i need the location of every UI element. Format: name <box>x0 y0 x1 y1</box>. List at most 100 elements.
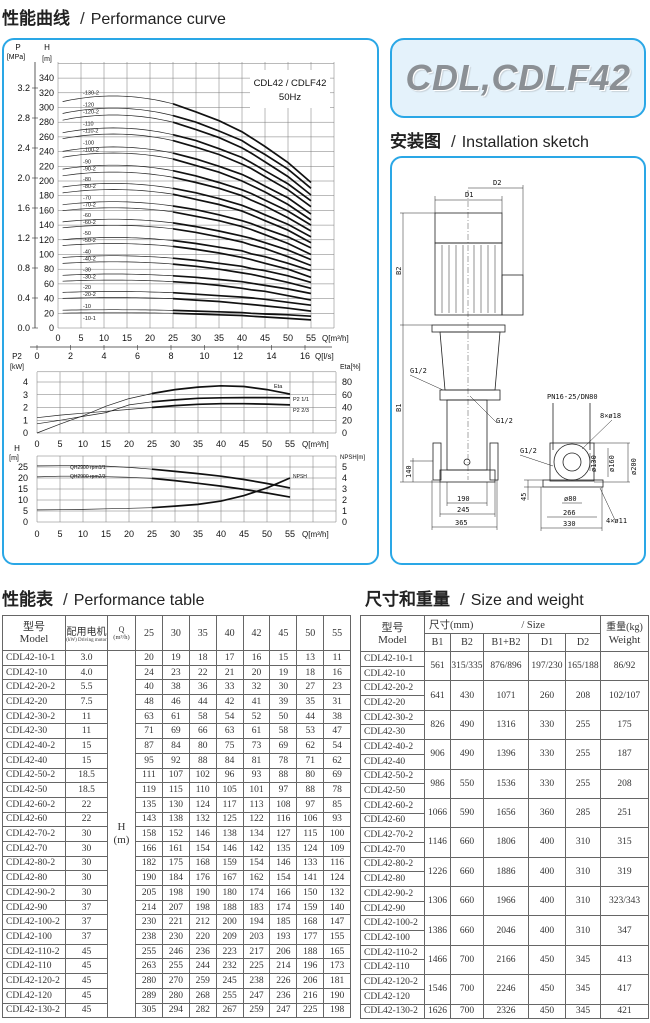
cell-head: 190 <box>188 885 217 901</box>
table-row: CDL42-20-2 5.5 40 38 36 33 32 30 27 23 <box>2 679 352 696</box>
table-row: CDL42-120-2 45 280 270 259 245 238 226 206 181 <box>2 973 352 989</box>
cell-head: 173 <box>323 958 352 975</box>
cell-dimension: 345 <box>564 944 602 976</box>
motor-fins <box>441 245 496 313</box>
x2-tick-label: 16 <box>300 351 310 361</box>
cell-model: CDL42-90-2 <box>2 885 66 901</box>
cell-motor: 15 <box>65 752 108 769</box>
y-tick-label: 300 <box>39 103 54 113</box>
cell-dimension: 2046 <box>483 915 529 946</box>
y-axis-label: H <box>44 43 50 52</box>
cell-head: 214 <box>269 958 298 975</box>
cell-head: 225 <box>242 958 271 975</box>
cell-head: 100 <box>323 826 352 842</box>
x2-tick-label: 10 <box>199 351 209 361</box>
cell-head: 18 <box>296 664 325 681</box>
x-axis-label: Q[m³/h] <box>302 530 329 539</box>
table-row: CDL42-20-2 641 430 1071 260 208 102/107 <box>360 680 650 711</box>
chart-subtitle: 50Hz <box>279 92 301 103</box>
curve-thin-eta <box>36 393 153 434</box>
cell-head: 146 <box>215 840 244 857</box>
cell-head: 22 <box>188 664 217 681</box>
cell-dimension: 1806 <box>483 827 529 858</box>
cell-model: CDL42-40 <box>2 752 66 769</box>
charts-and-sketch: 0204060801001201401601802002202402602803… <box>7 43 638 539</box>
x-tick-label: 35 <box>193 439 203 449</box>
motor-body <box>434 242 503 316</box>
cell-dimension: 1536 <box>483 768 529 799</box>
cell-head: 110 <box>188 782 217 798</box>
unit-h: H <box>117 821 126 834</box>
cell-weight: 208 <box>600 768 650 799</box>
inlet-flange <box>432 442 442 481</box>
cell-head: 88 <box>296 782 325 798</box>
cell-dimension: 1066 <box>424 797 451 829</box>
cell-model: CDL42-80-2 <box>2 855 66 872</box>
cell-head: 214 <box>135 899 163 916</box>
cell-dimension: 1966 <box>483 885 529 917</box>
curve-label: -10 <box>83 304 91 310</box>
cell-head: 69 <box>269 738 298 754</box>
cell-motor: 30 <box>65 840 108 857</box>
unit-m: (m) <box>113 834 130 847</box>
label-phi130: ø130 <box>590 455 598 472</box>
grid <box>36 371 337 434</box>
curve-thin-10 <box>62 309 174 311</box>
x-tick-label: 40 <box>216 439 226 449</box>
x-tick-label: 45 <box>239 529 249 539</box>
curve-130-2 <box>172 102 312 184</box>
cell-head: 142 <box>242 840 271 857</box>
table-row: CDL42-60-2 1066 590 1656 360 285 251 <box>360 797 650 829</box>
curve-label: -50-2 <box>83 238 96 244</box>
curve-label: -100-2 <box>83 148 99 154</box>
header-size: 尺寸(mm) / Size <box>423 615 602 634</box>
curve-label: -130-2 <box>83 90 99 96</box>
curve-10-1 <box>172 312 312 321</box>
cell-head: 138 <box>215 826 244 842</box>
curve-thin-10-1 <box>62 312 174 314</box>
table-row: CDL42-50 18.5 119 115 110 105 101 97 88 78 <box>2 782 352 798</box>
cell-head: 146 <box>188 826 217 842</box>
curve-90 <box>172 169 312 226</box>
cell-head: 134 <box>242 826 271 842</box>
cell-model: CDL42-10 <box>2 664 66 681</box>
section-title-en: Size and weight <box>470 592 584 609</box>
y-tick-label: 220 <box>39 161 54 171</box>
cell-head: 78 <box>323 782 352 798</box>
header-motor-en: (kW) Driving motor <box>66 637 107 643</box>
y-tick-label: 80 <box>44 264 54 274</box>
cell-motor: 37 <box>65 899 108 916</box>
cell-head: 88 <box>188 752 217 769</box>
x2-tick-label: 0 <box>34 351 39 361</box>
section-title-cn: 性能曲线 <box>2 9 70 28</box>
curve-label: -110-2 <box>83 129 99 135</box>
cell-head: 21 <box>215 664 244 681</box>
cell-weight: 319 <box>600 856 650 888</box>
cell-head: 185 <box>269 914 298 931</box>
curve-20-2 <box>172 297 312 312</box>
y2-axis-unit: [MPa] <box>7 54 25 61</box>
curve-label: -70 <box>83 195 91 201</box>
cell-head: 36 <box>188 679 217 696</box>
y-tick-label: 160 <box>39 205 54 215</box>
cell-model: CDL42-100-2 <box>2 914 66 931</box>
cell-model: CDL42-90 <box>2 899 66 916</box>
cell-model: CDL42-90-2 <box>360 886 425 902</box>
header-flow-value: 55 <box>323 615 352 651</box>
cell-weight: 347 <box>600 915 650 946</box>
curve-70 <box>172 205 312 249</box>
cell-dimension: 450 <box>528 974 566 1005</box>
cell-head: 41 <box>242 694 271 710</box>
cell-motor: 30 <box>65 870 108 886</box>
cell-dimension: 700 <box>450 944 484 976</box>
cell-dimension: 400 <box>528 856 566 888</box>
cell-dimension: 660 <box>450 915 484 946</box>
cell-head: 63 <box>135 708 163 725</box>
cell-model: CDL42-40-2 <box>360 739 425 755</box>
cell-head: 111 <box>135 767 163 784</box>
curve-label: -120 <box>83 102 94 108</box>
header-motor: 配用电机 (kW) Driving motor <box>65 615 108 651</box>
table-row: CDL42-70 30 166 161 154 146 142 135 124 109 <box>2 840 352 857</box>
cell-head: 305 <box>135 1002 163 1019</box>
